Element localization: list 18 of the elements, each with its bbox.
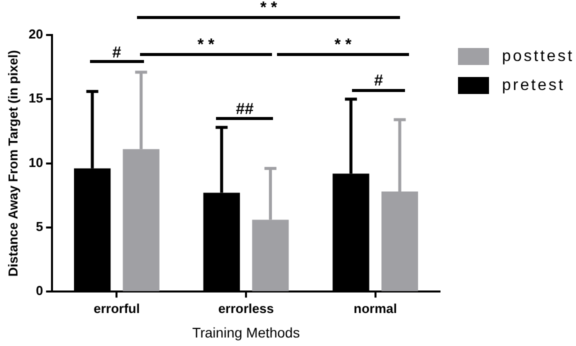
text: * *	[260, 0, 278, 16]
annotation: #	[112, 44, 122, 62]
x-tick-label: errorless	[218, 300, 274, 316]
y-tick-label: 10	[28, 154, 44, 170]
x-axis-title: Training Methods	[192, 324, 300, 340]
annotation: ##	[236, 100, 254, 118]
y-tick-label: 5	[36, 219, 44, 234]
annotation: * *	[197, 36, 216, 54]
x-tick-label: errorful	[94, 300, 140, 316]
legend-label: pretest	[502, 76, 565, 94]
annotation: #	[374, 72, 384, 90]
y-tick-label: 20	[28, 26, 44, 42]
y-axis-title: Distance Away From Target (in pixel)	[5, 50, 20, 277]
x-tick-label: normal	[354, 300, 398, 316]
y-tick-label: 0	[36, 283, 44, 298]
annotation: * *	[334, 36, 352, 54]
y-tick-label: 15	[28, 90, 44, 106]
legend-label: posttest	[502, 48, 574, 66]
